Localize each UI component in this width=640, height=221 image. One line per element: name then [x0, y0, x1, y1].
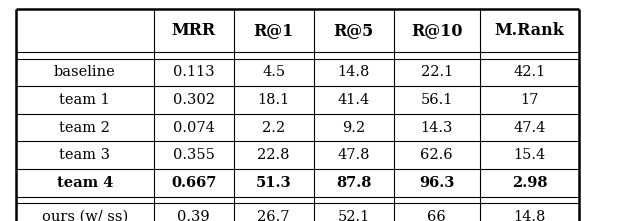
Text: 47.4: 47.4 — [513, 121, 546, 135]
Text: 4.5: 4.5 — [262, 65, 285, 79]
Text: 0.667: 0.667 — [171, 176, 216, 190]
Text: team 1: team 1 — [60, 93, 110, 107]
Text: 0.39: 0.39 — [177, 210, 210, 221]
Text: 14.3: 14.3 — [420, 121, 453, 135]
Text: 14.8: 14.8 — [337, 65, 370, 79]
Text: 87.8: 87.8 — [336, 176, 371, 190]
Text: 14.8: 14.8 — [513, 210, 546, 221]
Text: team 2: team 2 — [60, 121, 110, 135]
Text: 51.3: 51.3 — [256, 176, 291, 190]
Text: 0.302: 0.302 — [173, 93, 214, 107]
Text: 17: 17 — [520, 93, 539, 107]
Text: 26.7: 26.7 — [257, 210, 290, 221]
Text: team 3: team 3 — [60, 148, 110, 162]
Text: team 4: team 4 — [56, 176, 113, 190]
Text: 9.2: 9.2 — [342, 121, 365, 135]
Text: 18.1: 18.1 — [257, 93, 290, 107]
Text: R@5: R@5 — [333, 22, 374, 39]
Text: 56.1: 56.1 — [420, 93, 453, 107]
Text: R@1: R@1 — [253, 22, 294, 39]
Text: 47.8: 47.8 — [337, 148, 370, 162]
Text: 52.1: 52.1 — [337, 210, 370, 221]
Text: 62.6: 62.6 — [420, 148, 453, 162]
Text: 22.8: 22.8 — [257, 148, 290, 162]
Text: 0.113: 0.113 — [173, 65, 214, 79]
Text: 0.355: 0.355 — [173, 148, 214, 162]
Text: 15.4: 15.4 — [513, 148, 546, 162]
Text: MRR: MRR — [172, 22, 216, 39]
Text: R@10: R@10 — [411, 22, 463, 39]
Text: M.Rank: M.Rank — [495, 22, 564, 39]
Text: baseline: baseline — [54, 65, 116, 79]
Text: ours (w/ ss): ours (w/ ss) — [42, 210, 128, 221]
Text: 2.2: 2.2 — [262, 121, 285, 135]
Text: 2.98: 2.98 — [512, 176, 547, 190]
Text: 42.1: 42.1 — [513, 65, 546, 79]
Text: 41.4: 41.4 — [337, 93, 370, 107]
Text: 66: 66 — [428, 210, 446, 221]
Text: 0.074: 0.074 — [173, 121, 214, 135]
Text: 22.1: 22.1 — [420, 65, 453, 79]
Text: 96.3: 96.3 — [419, 176, 454, 190]
